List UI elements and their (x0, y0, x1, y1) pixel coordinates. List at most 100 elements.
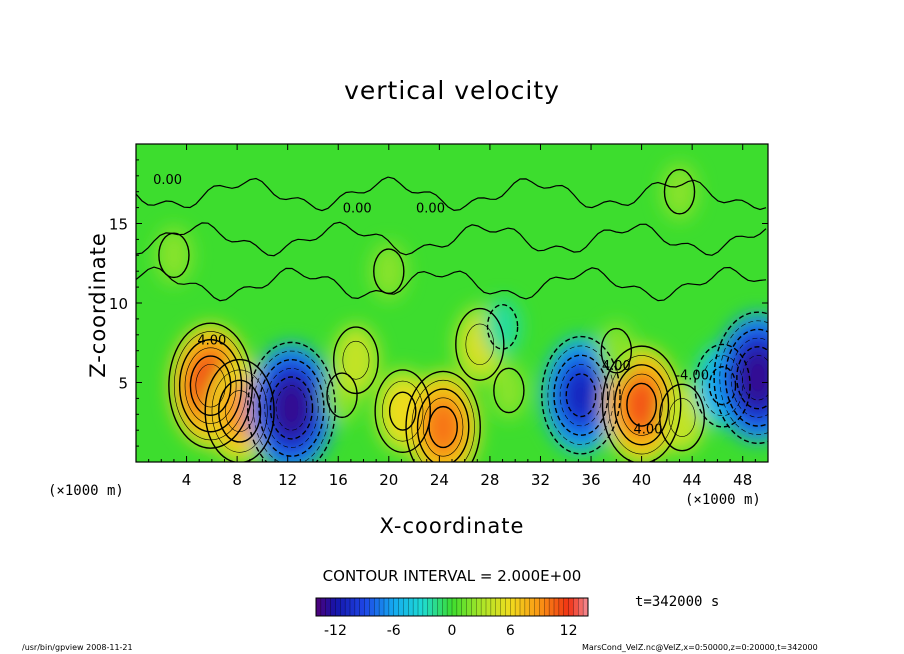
colorbar-segment (534, 598, 540, 616)
colorbar-segment (447, 598, 453, 616)
contour-label: 4.00 (633, 422, 662, 437)
contour-line (405, 370, 481, 462)
y-tick-label: 5 (118, 375, 128, 393)
colorbar-segment (403, 598, 409, 616)
colorbar-segment (549, 598, 555, 616)
field-feature (624, 379, 659, 431)
field-feature (739, 349, 768, 407)
contour-line (742, 355, 768, 401)
colorbar-segment (330, 598, 336, 616)
contour-line (247, 341, 336, 462)
contour-line (195, 363, 226, 408)
contour-line (736, 346, 768, 410)
colorbar-segment (316, 598, 322, 616)
x-tick-label: 36 (581, 471, 600, 489)
contour-line (668, 398, 696, 437)
colorbar-segment (544, 598, 550, 616)
colorbar-segment (490, 598, 497, 616)
field-feature (222, 385, 257, 437)
x-tick-label: 12 (278, 471, 297, 489)
colorbar-segment (568, 598, 574, 616)
contour-interval-text: CONTOUR INTERVAL = 2.000E+00 (322, 567, 582, 585)
colorbar-segment (354, 598, 361, 616)
field-feature (484, 298, 521, 356)
colorbar-segment (413, 598, 419, 616)
x-axis-label: X-coordinate (379, 514, 525, 538)
colorbar-segment (471, 598, 477, 616)
colorbar-frame (315, 597, 589, 617)
contour-line (211, 369, 268, 453)
colorbar-segment (408, 598, 414, 616)
contour-line (218, 379, 262, 443)
colorbar (315, 597, 589, 617)
colorbar-segment (505, 598, 511, 616)
y-tick-label: 10 (109, 295, 128, 313)
contour-line (465, 323, 495, 366)
x-tick-label: 8 (232, 471, 242, 489)
contour-line (701, 355, 744, 417)
colorbar-segment (520, 598, 526, 616)
field-feature (370, 242, 408, 300)
contour-line (275, 385, 308, 431)
colorbar-segment (486, 598, 492, 616)
field-area (136, 144, 768, 462)
colorbar-tick-label: -12 (324, 623, 347, 639)
colorbar-segment (325, 598, 332, 616)
contour-line (547, 345, 615, 445)
y-tick-label: 15 (109, 216, 128, 234)
colorbar-segment (456, 598, 463, 616)
contour-line (601, 345, 682, 462)
contour-line (600, 327, 633, 374)
colorbar-segment (466, 598, 472, 616)
contour-label: -4.00 (675, 368, 709, 383)
contour-line (730, 337, 768, 418)
time-label: t=342000 s (635, 594, 720, 610)
colorbar-segment (398, 598, 404, 616)
field-feature (564, 369, 598, 421)
field-feature (333, 325, 379, 396)
colorbar-segment (500, 598, 506, 616)
contour-line (663, 168, 696, 215)
footer-source: MarsCond_VelZ.nc@VelZ,x=0:50000,z=0:2000… (582, 643, 818, 652)
contour-line (178, 338, 243, 433)
colorbar-segment (510, 598, 516, 616)
colorbar-segment (583, 598, 589, 616)
x-tick-label: 4 (182, 471, 192, 489)
colorbar-segment (369, 598, 375, 616)
colorbar-segment (340, 598, 346, 616)
contour-line (416, 388, 470, 462)
x-tick-label: 16 (329, 471, 348, 489)
colorbar-segment (388, 598, 395, 616)
field-feature (425, 399, 462, 455)
x-tick-label: 32 (531, 471, 550, 489)
contour-line (541, 335, 621, 455)
contour-line (326, 372, 358, 419)
contour-label: 4.00 (197, 333, 226, 348)
contour-label: 0.00 (416, 201, 445, 216)
colorbar-segment (578, 598, 584, 616)
colorbar-segment (529, 598, 536, 616)
contour-line (694, 343, 751, 428)
field-feature (272, 379, 311, 437)
contour-line (620, 373, 663, 436)
zero-contour (136, 221, 767, 257)
contour-line (332, 326, 379, 395)
x-tick-label: 20 (379, 471, 398, 489)
colorbar-segment (558, 598, 565, 616)
colorbar-segment (554, 598, 560, 616)
contour-line (493, 367, 525, 414)
contour-line (225, 390, 255, 432)
colorbar-segment (345, 598, 351, 616)
x-tick-label: 24 (430, 471, 449, 489)
colorbar-segment (422, 598, 429, 616)
x-tick-label: 28 (480, 471, 499, 489)
colorbar-segment (437, 598, 443, 616)
contour-line (189, 355, 232, 417)
colorbar-segment (476, 598, 482, 616)
colorbar-segment (524, 598, 531, 616)
colorbar-segment (335, 598, 341, 616)
contour-line (455, 307, 505, 381)
colorbar-segment (563, 598, 570, 616)
colorbar-segment (442, 598, 448, 616)
